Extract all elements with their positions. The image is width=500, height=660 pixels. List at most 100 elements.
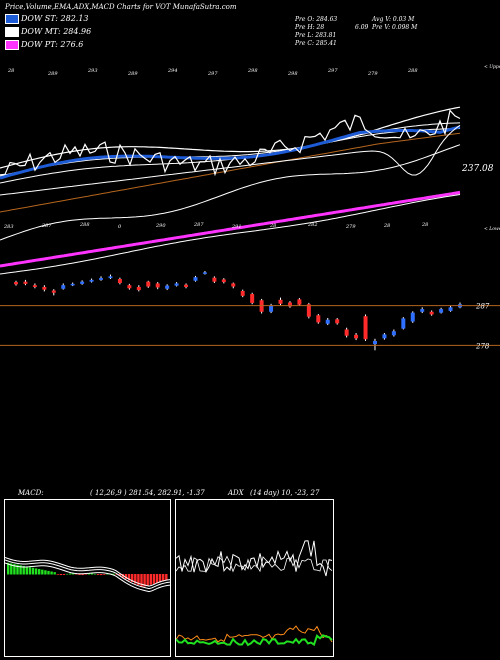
top-price-label-4: 294 <box>167 68 178 74</box>
macd-bar-26 <box>87 573 90 575</box>
candle-body-45 <box>439 309 444 313</box>
macd-bar-7 <box>28 567 32 575</box>
candle-body-5 <box>61 285 66 289</box>
dow-pt-line <box>0 190 461 268</box>
macd-bar-48 <box>155 574 159 584</box>
macd-bar-13 <box>47 570 50 575</box>
candle-body-8 <box>89 279 94 282</box>
candle-body-7 <box>80 281 85 284</box>
macd-bar-6 <box>25 566 28 575</box>
candle-body-39 <box>382 334 387 339</box>
candle-body-46 <box>448 307 453 311</box>
macd-bar-8 <box>31 567 35 575</box>
macd-bar-38 <box>124 574 128 579</box>
candle-body-14 <box>146 281 151 287</box>
candle-body-30 <box>297 299 302 305</box>
legend-swatch-dow-pt <box>5 40 19 50</box>
top-price-label-9: 279 <box>367 71 378 77</box>
top-price-label-1: 289 <box>47 71 58 77</box>
di-minus-line <box>176 625 333 643</box>
candle-body-16 <box>165 285 170 289</box>
bottom-price-label-2: 288 <box>79 222 90 228</box>
candle-body-33 <box>325 319 330 324</box>
macd-bar-3 <box>16 564 19 575</box>
legend-item-dow-st: DOW ST: 282.13 <box>5 14 91 24</box>
macd-line <box>5 559 170 590</box>
macd-bar-22 <box>75 574 78 575</box>
macd-bar-2 <box>13 564 16 575</box>
stat-high-extra: 6.09 <box>355 24 369 31</box>
top-price-label-6: 298 <box>247 68 258 74</box>
bottom-price-label-11: 28 <box>421 222 428 228</box>
legend-swatch-dow-st <box>5 14 19 24</box>
adx-panel <box>175 499 334 657</box>
macd-bar-46 <box>149 574 152 585</box>
legend-label-dow-pt: DOW PT: 276.6 <box>21 40 84 49</box>
top-price-label-7: 298 <box>287 71 298 77</box>
candle-body-20 <box>202 272 207 274</box>
macd-bar-35 <box>115 574 118 575</box>
macd-bar-30 <box>100 574 103 576</box>
candle-body-21 <box>212 277 217 282</box>
macd-bar-27 <box>90 573 94 575</box>
top-price-label-3: 289 <box>127 71 138 77</box>
stat-prev-open: Pre O: 284.63 <box>295 16 338 23</box>
level-label-287: 287 <box>475 303 490 311</box>
bottom-price-label-4: 290 <box>155 223 166 229</box>
bottom-price-label-6: 291 <box>231 224 242 230</box>
stat-avg-volume: Avg V: 0.03 M <box>372 16 415 23</box>
legend-label-dow-st: DOW ST: 282.13 <box>21 14 89 23</box>
candle-body-22 <box>221 279 226 283</box>
candle-body-27 <box>269 305 274 312</box>
top-price-label-8: 297 <box>327 68 338 74</box>
legend-swatch-dow-mt <box>5 27 19 37</box>
bottom-price-label-7: 28 <box>269 223 276 229</box>
candle-body-35 <box>344 329 349 336</box>
top-price-label-10: 288 <box>407 68 418 74</box>
legend-item-dow-mt: DOW MT: 284.96 <box>5 27 91 37</box>
adx-title: ADX <box>228 489 244 497</box>
macd-bar-5 <box>22 565 25 575</box>
candle-body-44 <box>429 311 434 315</box>
macd-bar-14 <box>50 571 53 575</box>
bottom-price-label-1: 287 <box>41 223 52 229</box>
adx-values: (14 day) 10, -23, 27 <box>250 489 320 497</box>
candle-body-36 <box>354 334 359 339</box>
bottom-price-label-0: 283 <box>3 224 14 230</box>
macd-bar-23 <box>78 574 81 576</box>
candle-body-18 <box>184 284 189 287</box>
macd-bar-31 <box>103 574 106 575</box>
candle-body-2 <box>32 285 37 287</box>
level-label-237.08: 237.08 <box>461 164 494 174</box>
macd-bar-36 <box>118 574 121 576</box>
legend-label-dow-mt: DOW MT: 284.96 <box>21 27 92 36</box>
stat-prev-low: Pre L: 283.81 <box>295 32 337 39</box>
top-price-label-5: 297 <box>207 71 218 77</box>
candle-body-11 <box>117 279 122 283</box>
stat-prev-volume: Pre V: 0.098 M <box>372 24 418 31</box>
top-price-label-0: 28 <box>7 68 14 74</box>
stat-prev-close: Pre C: 285.41 <box>295 40 337 47</box>
macd-bar-9 <box>34 568 38 575</box>
macd-bar-12 <box>44 570 47 575</box>
macd-bar-49 <box>158 574 162 583</box>
macd-bar-51 <box>165 574 168 581</box>
candle-body-23 <box>231 283 236 287</box>
macd-bar-15 <box>53 572 56 575</box>
candle-body-29 <box>287 302 292 307</box>
macd-bar-11 <box>41 569 44 575</box>
macd-bar-44 <box>143 574 146 587</box>
macd-bar-41 <box>134 574 137 584</box>
candle-body-17 <box>174 283 179 286</box>
macd-bar-10 <box>38 569 41 575</box>
stat-prev-high: Pre H: 28 <box>295 24 325 31</box>
candle-body-31 <box>306 304 311 317</box>
macd-bar-45 <box>146 574 149 586</box>
price-line <box>0 109 461 177</box>
band-label-0: < Upper <box>484 64 500 70</box>
page-title: Price,Volume,EMA,ADX,MACD Charts for VOT… <box>5 3 237 11</box>
macd-title: MACD: <box>18 489 44 497</box>
candle-body-0 <box>14 282 18 285</box>
long-ema-line <box>0 132 461 213</box>
macd-bar-34 <box>112 573 115 575</box>
